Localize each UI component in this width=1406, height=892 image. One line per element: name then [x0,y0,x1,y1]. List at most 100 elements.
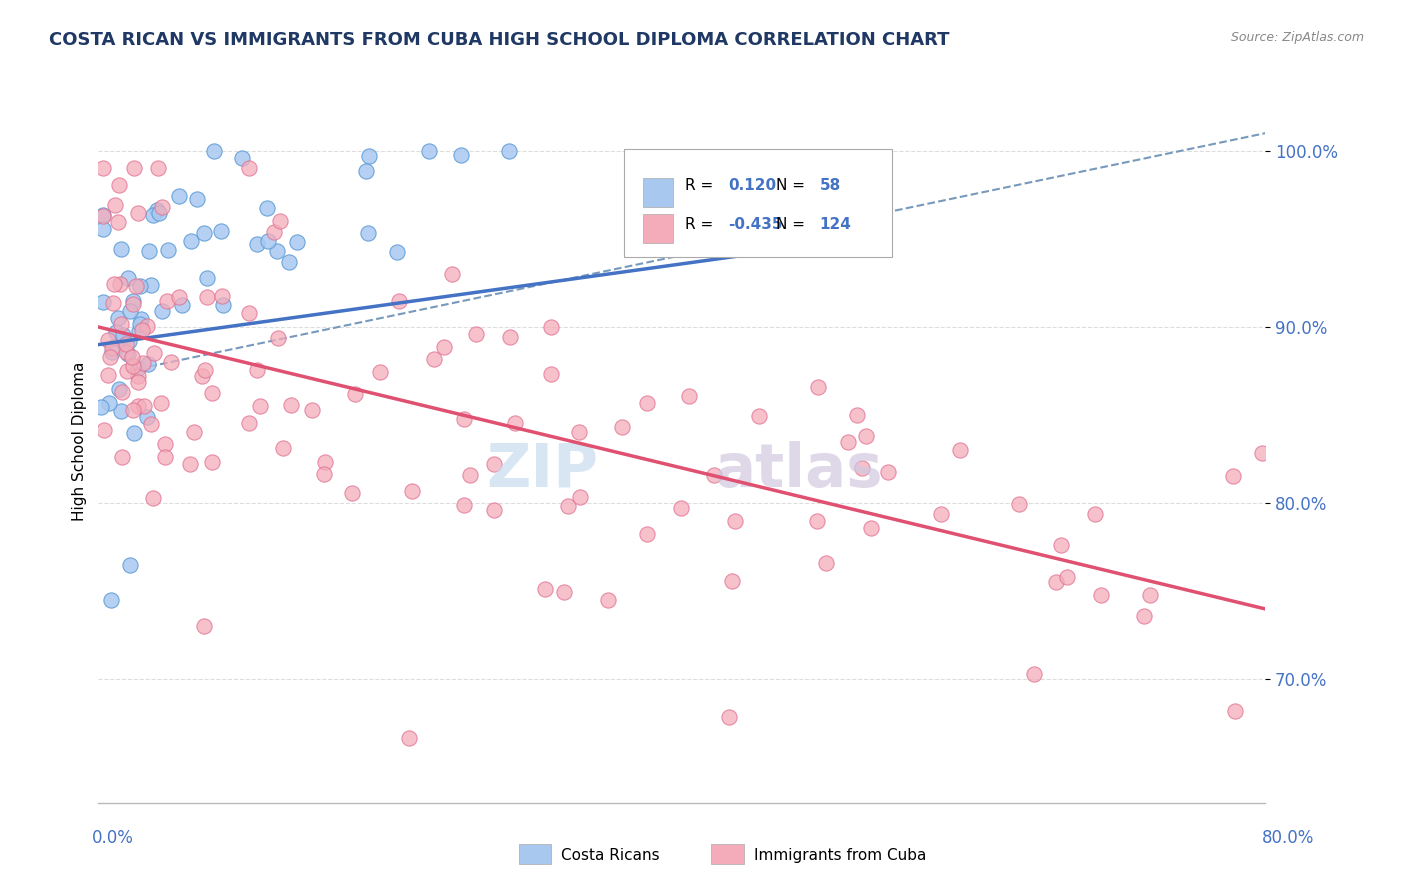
Point [540,320,562,334]
Point [1139,588,1161,602]
Bar [644,214,672,243]
Point [211,224,233,238]
Point [748,409,770,424]
Point [169,189,191,203]
Point [91,221,114,235]
Point [636,395,658,409]
Text: 0.0%: 0.0% [91,829,134,847]
Point [356,226,378,240]
Text: 58: 58 [820,178,841,193]
Point [201,455,224,469]
Point [108,277,131,291]
Point [418,144,440,158]
Point [1008,497,1031,511]
Point [193,226,215,240]
Bar [644,178,672,207]
Point [122,402,145,417]
Point [246,237,269,252]
Point [357,149,380,163]
Point [122,294,145,309]
Bar [519,844,551,864]
Point [267,331,290,345]
Point [498,330,520,344]
Point [128,324,150,338]
Point [280,398,302,412]
Point [122,161,145,176]
Point [195,290,218,304]
Point [636,527,658,541]
Point [450,148,472,162]
Point [142,209,165,223]
Point [860,521,883,535]
Point [115,364,138,378]
Point [238,306,260,320]
Point [91,161,114,176]
Point [122,296,145,310]
Point [204,144,226,158]
Point [142,491,165,505]
Point [482,457,505,471]
Point [117,334,139,348]
Point [122,359,145,373]
Point [110,242,132,256]
Point [127,206,149,220]
Point [141,277,163,292]
Point [111,450,134,464]
Point [195,270,218,285]
Point [423,352,446,367]
Point [148,206,170,220]
Point [97,396,120,410]
Text: 80.0%: 80.0% [1263,829,1315,847]
Point [368,365,391,379]
Point [153,450,176,464]
Point [401,484,423,499]
Point [340,486,363,500]
Point [724,515,747,529]
Point [484,503,506,517]
Point [149,396,172,410]
Point [458,468,481,483]
Point [146,161,169,176]
Point [183,425,205,439]
Point [671,500,693,515]
Point [263,225,285,239]
Point [91,295,114,310]
Point [1225,704,1247,718]
Point [314,467,336,481]
Point [186,192,208,206]
Point [845,408,868,422]
Point [107,178,129,193]
Text: N =: N = [776,218,810,232]
Point [855,428,877,442]
Point [385,244,408,259]
Point [211,298,233,312]
Point [127,368,149,383]
Text: Immigrants from Cuba: Immigrants from Cuba [754,848,927,863]
Point [398,731,420,745]
Point [540,368,562,382]
Point [103,277,125,292]
Text: atlas: atlas [714,441,883,500]
Point [814,556,837,570]
Point [1056,569,1078,583]
Point [1022,666,1045,681]
Point [107,310,129,325]
Point [807,380,830,394]
Point [117,347,139,361]
Point [465,327,488,342]
Point [553,584,575,599]
Point [1084,507,1107,521]
Point [194,363,217,377]
Point [1090,588,1112,602]
Point [1045,574,1067,589]
Point [104,198,127,212]
Point [172,297,194,311]
Point [127,360,149,375]
Point [949,442,972,457]
Point [167,290,190,304]
Point [266,244,288,258]
Point [129,312,152,326]
Point [249,400,271,414]
Text: N =: N = [776,178,810,193]
Point [97,368,120,383]
